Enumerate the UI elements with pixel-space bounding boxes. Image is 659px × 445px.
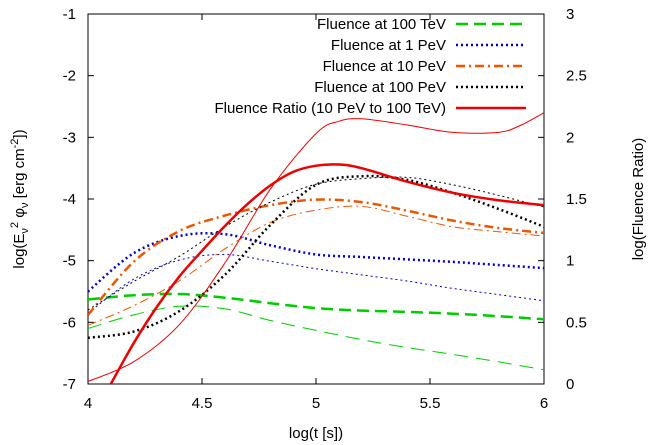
series-line-2-thick <box>88 231 544 293</box>
y-tick-label-right: 0.5 <box>566 314 587 331</box>
x-tick-label: 5 <box>312 395 320 412</box>
y-tick-label-right: 1.5 <box>566 191 587 208</box>
series-line-4-thin <box>88 176 544 311</box>
tick-labels: 4 4.5 5 5.5 6 -7 -6 -5 -4 -3 -2 -1 0 0.5 1 1.5 2 2.5 3 <box>63 6 587 412</box>
y-tick-label-right: 3 <box>566 6 574 23</box>
series-line-5-thick <box>109 163 544 384</box>
y-axis-label-left: log(Eν2 φν [erg cm-2]) <box>9 129 31 268</box>
y-tick-label-left: -6 <box>63 314 76 331</box>
series-line-1-thin <box>88 305 544 371</box>
y-tick-label-left: -1 <box>63 6 76 23</box>
legend-label-5: Fluence Ratio (10 PeV to 100 TeV) <box>214 100 446 117</box>
y-tick-label-right: 2 <box>566 129 574 146</box>
y-tick-label-left: -4 <box>63 191 76 208</box>
y-tick-label-left: -7 <box>63 376 76 393</box>
y-axis-label-right: log(Fluence Ratio) <box>630 138 647 261</box>
x-tick-label: 4.5 <box>192 395 213 412</box>
tick-marks <box>87 13 545 385</box>
series-lines <box>88 112 544 384</box>
x-tick-label: 4 <box>84 395 92 412</box>
x-axis-label: log(t [s]) <box>289 425 343 442</box>
series-line-4-thick <box>88 174 544 340</box>
y-tick-label-left: -2 <box>63 68 76 85</box>
series-line-2-thin <box>88 253 544 314</box>
series-line-3-thick <box>88 198 544 316</box>
legend: Fluence at 100 TeV Fluence at 1 PeV Fluenc… <box>214 16 526 117</box>
x-tick-label: 5.5 <box>420 395 441 412</box>
legend-label-2: Fluence at 1 PeV <box>331 37 446 54</box>
legend-label-3: Fluence at 10 PeV <box>323 58 446 75</box>
y-tick-label-right: 0 <box>566 376 574 393</box>
y-tick-label-left: -3 <box>63 129 76 146</box>
x-tick-label: 6 <box>540 395 548 412</box>
series-line-5-thin <box>88 112 544 382</box>
legend-label-1: Fluence at 100 TeV <box>317 16 446 33</box>
y-tick-label-right: 1 <box>566 253 574 270</box>
y-tick-label-left: -5 <box>63 253 76 270</box>
y-tick-label-right: 2.5 <box>566 68 587 85</box>
legend-label-4: Fluence at 100 PeV <box>314 79 446 96</box>
